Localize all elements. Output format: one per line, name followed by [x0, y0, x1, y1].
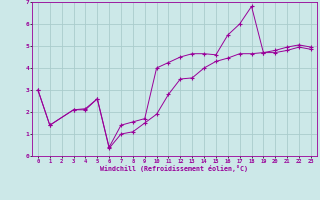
- X-axis label: Windchill (Refroidissement éolien,°C): Windchill (Refroidissement éolien,°C): [100, 165, 248, 172]
